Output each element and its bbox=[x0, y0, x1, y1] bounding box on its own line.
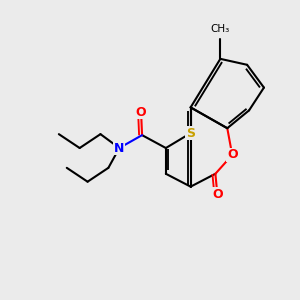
Text: N: N bbox=[114, 142, 124, 154]
Text: O: O bbox=[212, 188, 223, 201]
Text: O: O bbox=[136, 106, 146, 119]
Text: S: S bbox=[186, 127, 195, 140]
Text: O: O bbox=[227, 148, 238, 161]
Text: CH₃: CH₃ bbox=[211, 24, 230, 34]
